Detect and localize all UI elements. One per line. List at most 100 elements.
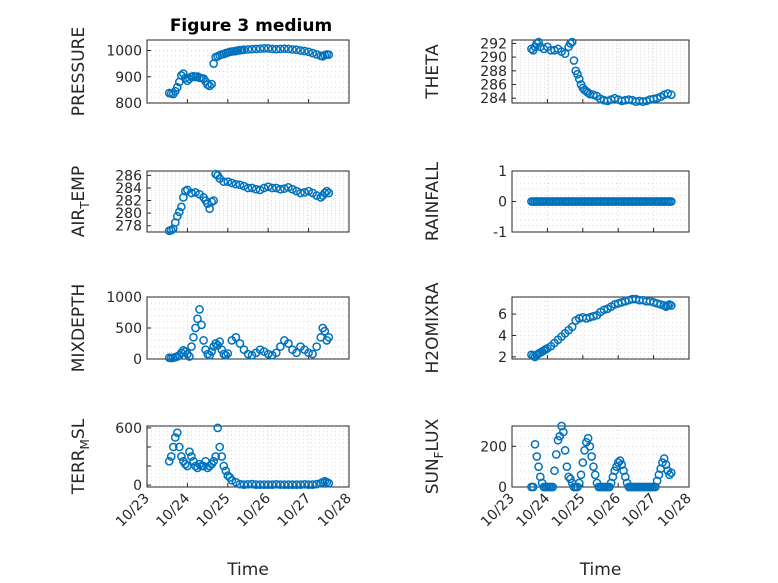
data-point <box>271 348 281 358</box>
data-point <box>550 466 559 476</box>
y-tick-label: 292 <box>480 36 507 52</box>
subplot-1: 800 900 1000 PRESSURE <box>69 27 350 116</box>
data-point <box>589 462 598 472</box>
data-point <box>534 37 543 47</box>
y-tick-label: 278 <box>115 219 142 235</box>
y-tick-label: 284 <box>480 91 507 107</box>
data-point <box>288 480 297 489</box>
data-point <box>251 480 261 489</box>
data-point <box>312 191 322 200</box>
data-point <box>574 478 584 488</box>
data-point <box>574 74 584 84</box>
data-point <box>247 183 257 193</box>
data-point <box>312 342 322 351</box>
y-tick-label: 500 <box>115 321 142 337</box>
data-point <box>569 56 579 65</box>
x-axis-label: Time <box>226 560 269 580</box>
data-point <box>583 88 593 98</box>
y-tick-label: 4 <box>498 328 507 344</box>
y-axis-label: H2OMIXRA <box>423 282 443 373</box>
data-point <box>308 480 317 489</box>
subplot-6: 2 4 6 H2OMIXRA <box>423 282 690 374</box>
data-point <box>666 301 676 310</box>
data-point <box>255 44 265 54</box>
data-point <box>219 177 229 187</box>
data-point <box>223 349 233 358</box>
data-point <box>183 349 192 359</box>
data-point <box>605 482 614 492</box>
data-point <box>292 480 301 489</box>
data-point <box>567 322 577 332</box>
figure-title: Figure 3 medium <box>170 16 332 36</box>
y-axis-label-main: AIR <box>69 209 89 238</box>
data-point <box>528 482 538 492</box>
axes-box <box>511 296 690 360</box>
data-point <box>590 470 600 480</box>
data-point <box>308 349 317 359</box>
data-point <box>239 45 249 55</box>
data-point <box>251 184 261 194</box>
data-point <box>207 347 216 356</box>
y-tick-label: 0 <box>498 195 507 211</box>
data-point <box>558 427 568 437</box>
data-point <box>243 45 253 54</box>
data-point <box>215 442 225 452</box>
data-point <box>211 452 221 461</box>
data-point <box>308 48 317 58</box>
data-point <box>231 179 241 189</box>
data-point <box>183 461 192 471</box>
data-point <box>300 188 309 197</box>
data-point <box>197 320 206 330</box>
y-axis-label-subscript: T <box>78 201 92 210</box>
data-point <box>548 482 558 492</box>
data-point <box>665 470 674 480</box>
subplot-4: -1 0 1 RAINFALL <box>423 161 690 241</box>
y-axis-label: RAINFALL <box>423 161 443 241</box>
y-tick-label: 1000 <box>106 290 142 306</box>
y-tick-label: 286 <box>480 78 507 94</box>
y-axis-label-main: TERR <box>69 449 89 495</box>
data-point <box>615 456 625 465</box>
data-point <box>551 450 561 459</box>
data-point <box>179 69 188 78</box>
data-point <box>221 350 231 360</box>
data-point <box>573 482 582 492</box>
data-point <box>176 348 186 358</box>
y-axis-label: THETA <box>423 44 443 100</box>
data-point <box>170 433 180 442</box>
data-point <box>292 186 301 196</box>
data-point <box>589 311 598 321</box>
axes-box <box>146 425 350 488</box>
data-point <box>553 435 563 445</box>
y-axis-label: PRESSURE <box>69 27 89 116</box>
data-point <box>267 480 277 489</box>
data-point <box>187 342 196 351</box>
data-point <box>243 479 253 489</box>
data-point <box>300 479 309 489</box>
data-point <box>231 332 241 342</box>
data-point <box>275 342 285 351</box>
data-point <box>239 480 249 489</box>
data-point <box>255 345 265 355</box>
data-point <box>259 44 269 53</box>
data-point <box>576 470 586 480</box>
data-point <box>255 480 265 489</box>
y-axis-label-subscript: M <box>78 439 92 449</box>
data-point <box>280 480 289 489</box>
data-point <box>172 428 182 438</box>
data-point <box>235 180 245 190</box>
data-point <box>176 452 186 461</box>
data-point <box>172 82 182 92</box>
data-point <box>578 458 588 467</box>
data-point <box>235 479 245 489</box>
x-axis-label: Time <box>579 560 622 580</box>
data-point <box>271 479 281 489</box>
data-point <box>284 183 293 192</box>
data-point <box>168 442 178 452</box>
data-point <box>231 477 241 487</box>
data-point <box>217 452 227 461</box>
data-point <box>195 305 204 314</box>
y-tick-label: 2 <box>498 350 507 366</box>
data-point <box>292 348 301 358</box>
